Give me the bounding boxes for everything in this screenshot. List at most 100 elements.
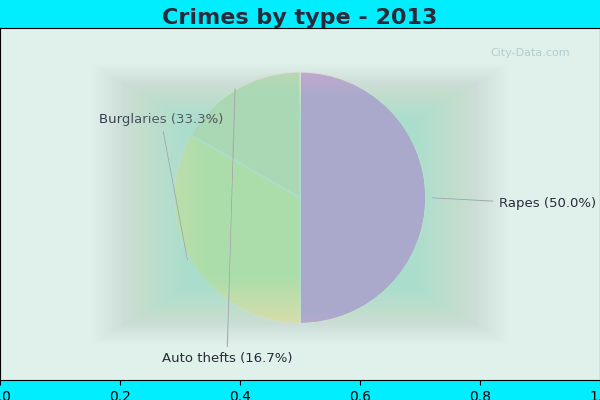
Bar bbox=[110, 75, 490, 333]
Bar bbox=[128, 85, 472, 323]
Bar bbox=[169, 110, 431, 298]
Bar bbox=[214, 136, 386, 272]
Bar bbox=[203, 130, 397, 278]
Bar bbox=[259, 162, 341, 246]
Bar bbox=[130, 86, 470, 322]
Bar bbox=[115, 78, 485, 330]
Bar bbox=[229, 144, 371, 264]
Bar bbox=[238, 150, 362, 258]
Bar bbox=[193, 123, 407, 285]
Bar bbox=[95, 66, 505, 342]
Bar bbox=[146, 96, 454, 312]
Bar bbox=[218, 138, 382, 270]
Bar bbox=[239, 151, 361, 257]
Bar bbox=[106, 73, 494, 335]
Bar bbox=[202, 129, 398, 279]
Text: Rapes (50.0%): Rapes (50.0%) bbox=[432, 198, 596, 210]
Text: Auto thefts (16.7%): Auto thefts (16.7%) bbox=[162, 88, 292, 365]
Bar bbox=[263, 164, 337, 244]
Bar bbox=[124, 83, 476, 325]
Bar bbox=[97, 68, 503, 340]
Bar bbox=[119, 80, 481, 328]
Bar bbox=[167, 109, 433, 299]
Bar bbox=[184, 118, 416, 290]
Bar bbox=[108, 74, 492, 334]
Bar bbox=[140, 93, 460, 315]
Bar bbox=[158, 103, 442, 305]
Bar bbox=[162, 106, 438, 302]
Bar bbox=[122, 82, 478, 326]
Bar bbox=[137, 91, 463, 317]
Bar bbox=[171, 111, 429, 297]
Bar bbox=[250, 157, 350, 251]
Bar bbox=[189, 121, 411, 287]
Bar bbox=[223, 141, 377, 267]
Bar bbox=[176, 114, 424, 294]
Bar bbox=[155, 101, 445, 307]
Bar bbox=[236, 149, 364, 259]
Bar bbox=[103, 70, 497, 338]
Wedge shape bbox=[174, 135, 300, 324]
Bar bbox=[220, 139, 380, 269]
Bar bbox=[266, 167, 334, 241]
Bar bbox=[94, 65, 506, 343]
Bar bbox=[241, 152, 359, 256]
Bar bbox=[230, 146, 370, 262]
Bar bbox=[113, 77, 487, 331]
Text: Crimes by type - 2013: Crimes by type - 2013 bbox=[163, 8, 437, 28]
Bar bbox=[221, 140, 379, 268]
Wedge shape bbox=[300, 72, 426, 324]
Bar bbox=[232, 147, 368, 261]
Bar bbox=[243, 153, 357, 255]
Bar bbox=[153, 100, 447, 308]
Bar bbox=[216, 137, 384, 271]
Bar bbox=[200, 128, 400, 280]
Bar bbox=[254, 159, 346, 249]
Bar bbox=[234, 148, 366, 260]
Bar bbox=[160, 104, 440, 304]
Bar bbox=[164, 106, 436, 302]
Bar bbox=[191, 122, 409, 286]
Bar bbox=[101, 70, 499, 338]
Bar bbox=[268, 168, 332, 240]
Bar bbox=[112, 76, 488, 332]
Bar bbox=[225, 142, 375, 266]
Bar bbox=[148, 97, 452, 311]
Bar bbox=[175, 113, 425, 295]
Bar bbox=[133, 88, 467, 320]
Bar bbox=[126, 84, 474, 324]
Bar bbox=[185, 119, 415, 289]
Bar bbox=[257, 162, 343, 246]
Bar bbox=[178, 115, 422, 293]
Text: City-Data.com: City-Data.com bbox=[490, 48, 570, 58]
Bar bbox=[139, 92, 461, 316]
Bar bbox=[92, 64, 508, 344]
Bar bbox=[248, 156, 352, 252]
Bar bbox=[182, 117, 418, 291]
Bar bbox=[131, 88, 469, 320]
Bar bbox=[149, 98, 451, 310]
Bar bbox=[245, 154, 355, 254]
Bar bbox=[194, 124, 406, 284]
Bar bbox=[212, 135, 388, 273]
Bar bbox=[99, 68, 501, 340]
Bar bbox=[196, 126, 404, 282]
Bar bbox=[135, 90, 465, 318]
Bar bbox=[252, 158, 348, 250]
Bar bbox=[90, 63, 510, 345]
Bar bbox=[211, 134, 389, 274]
Bar bbox=[198, 126, 402, 282]
Bar bbox=[157, 102, 443, 306]
Bar bbox=[256, 160, 344, 248]
Bar bbox=[104, 72, 496, 336]
Bar bbox=[205, 131, 395, 277]
Bar bbox=[121, 81, 479, 327]
Text: Burglaries (33.3%): Burglaries (33.3%) bbox=[99, 113, 223, 260]
Bar bbox=[117, 79, 483, 329]
Bar bbox=[144, 95, 456, 313]
Bar bbox=[247, 155, 353, 253]
Wedge shape bbox=[191, 72, 300, 198]
Bar bbox=[180, 116, 420, 292]
Bar bbox=[227, 144, 373, 264]
Bar bbox=[166, 108, 434, 300]
